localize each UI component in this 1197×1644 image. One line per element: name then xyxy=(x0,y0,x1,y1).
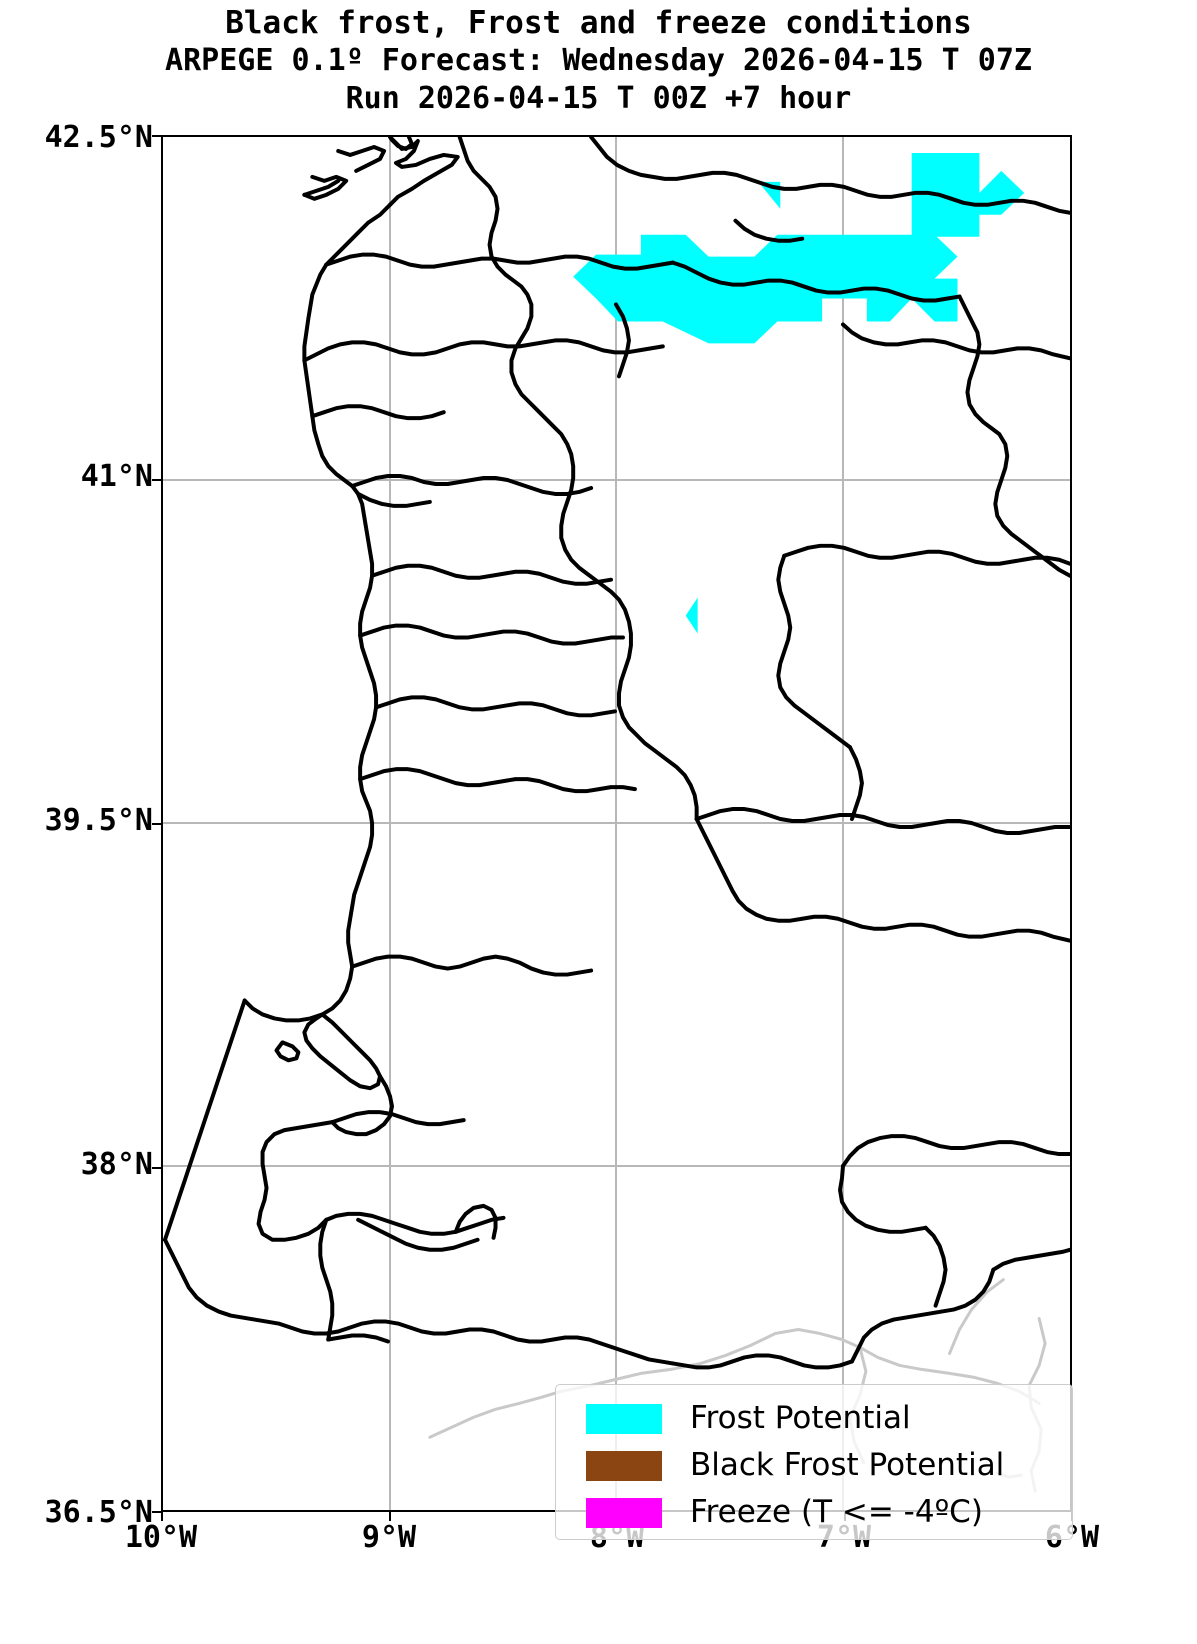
y-tick-mark-38 xyxy=(152,1167,161,1169)
y-tick-label-39-5: 39.5°N xyxy=(44,803,153,838)
x-tick-mark-9w xyxy=(389,1512,391,1521)
frost-patch-ne-large xyxy=(573,194,958,344)
map-vector-layer xyxy=(163,137,1070,1510)
title-line-2: ARPEGE 0.1º Forecast: Wednesday 2026-04-… xyxy=(165,43,1032,78)
legend-label-freeze: Freeze (T <= -4ºC) xyxy=(690,1494,983,1530)
frost-patch-ne-arrow xyxy=(911,152,1025,237)
x-tick-mark-10w xyxy=(161,1512,163,1521)
frost-potential-patches xyxy=(573,152,1025,634)
legend-item-freeze[interactable]: Freeze (T <= -4ºC) xyxy=(556,1489,1072,1536)
legend-swatch-frost-potential xyxy=(586,1403,662,1434)
x-tick-label-9w: 9°W xyxy=(361,1520,417,1555)
map-plot-area[interactable] xyxy=(161,135,1072,1512)
legend-item-frost-potential[interactable]: Frost Potential xyxy=(556,1395,1072,1442)
legend-swatch-black-frost-potential xyxy=(586,1450,662,1481)
legend-label-frost-potential: Frost Potential xyxy=(690,1400,911,1436)
legend-swatch-freeze xyxy=(586,1497,662,1528)
frost-patch-central-small xyxy=(685,597,698,634)
map-legend[interactable]: Frost Potential Black Frost Potential Fr… xyxy=(555,1384,1073,1540)
y-tick-mark-41 xyxy=(152,479,161,481)
x-tick-label-10w: 10°W xyxy=(124,1520,198,1555)
figure-title: Black frost, Frost and freeze conditions… xyxy=(0,4,1197,118)
y-tick-label-38: 38°N xyxy=(80,1147,153,1182)
y-tick-mark-36-5 xyxy=(152,1511,161,1513)
y-tick-label-41: 41°N xyxy=(80,459,153,494)
title-line-1: Black frost, Frost and freeze conditions xyxy=(225,5,972,41)
title-line-3: Run 2026-04-15 T 00Z +7 hour xyxy=(345,81,852,116)
y-tick-label-36-5: 36.5°N xyxy=(44,1495,153,1530)
legend-item-black-frost-potential[interactable]: Black Frost Potential xyxy=(556,1442,1072,1489)
y-tick-label-42-5: 42.5°N xyxy=(44,120,153,155)
gridlines xyxy=(163,137,1070,1510)
y-tick-mark-42-5 xyxy=(152,135,161,137)
y-tick-mark-39-5 xyxy=(152,823,161,825)
legend-label-black-frost-potential: Black Frost Potential xyxy=(690,1447,1005,1483)
coastline-and-borders xyxy=(163,137,1070,1370)
